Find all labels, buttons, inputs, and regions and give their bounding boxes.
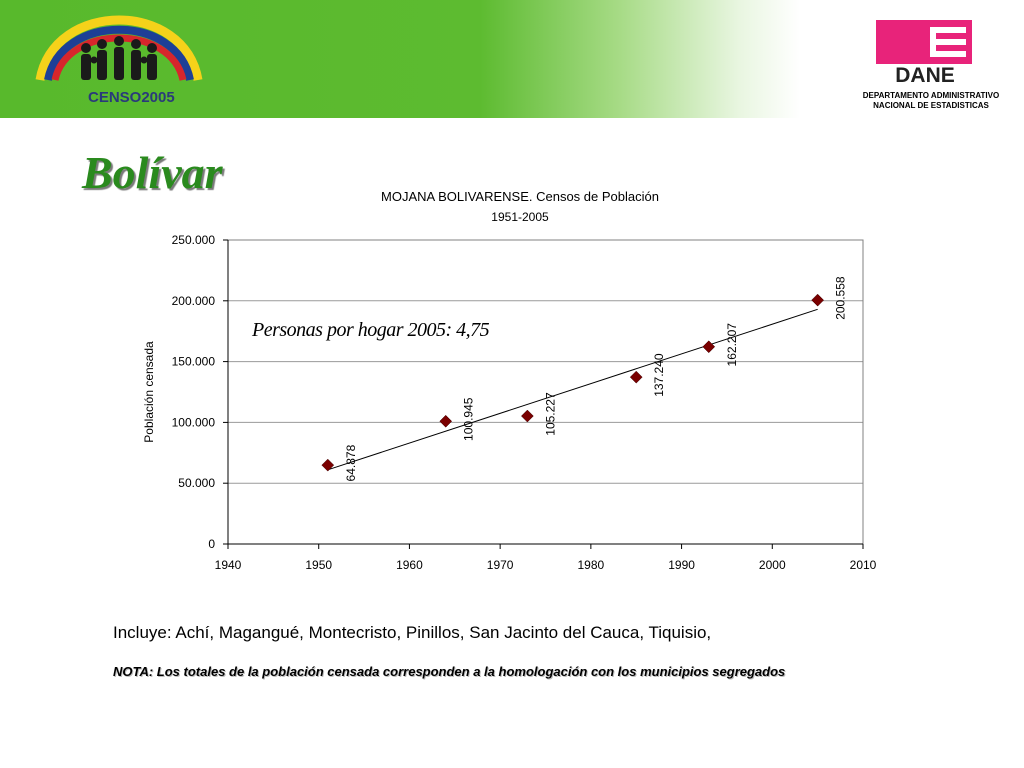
- x-tick-label: 1990: [668, 558, 695, 572]
- x-tick-label: 1960: [396, 558, 423, 572]
- data-point: [321, 458, 335, 472]
- dane-logo-text: DANE: [895, 64, 955, 86]
- chart-title: MOJANA BOLIVARENSE. Censos de Población: [381, 189, 659, 204]
- data-label: 137.240: [652, 353, 666, 397]
- y-tick-label: 0: [208, 537, 215, 551]
- y-tick-label: 100.000: [172, 415, 216, 429]
- dane-logo: DANE: [876, 20, 972, 86]
- chart-annotation: Personas por hogar 2005: 4,75: [251, 319, 490, 341]
- data-point: [439, 414, 453, 428]
- dane-caption: DEPARTAMENTO ADMINISTRATIVO NACIONAL DE …: [846, 91, 1016, 111]
- footnote-note: NOTA: Los totales de la población censad…: [113, 664, 786, 679]
- data-label: 100.945: [462, 397, 476, 441]
- data-point: [629, 370, 643, 384]
- data-point: [702, 340, 716, 354]
- y-axis-label: Población censada: [142, 341, 156, 443]
- chart-subtitle: 1951-2005: [491, 210, 549, 224]
- data-label: 64.878: [344, 444, 358, 481]
- data-point: [521, 409, 534, 423]
- x-tick-label: 1980: [578, 558, 605, 572]
- x-tick-label: 2000: [759, 558, 786, 572]
- y-tick-label: 50.000: [178, 476, 215, 490]
- dane-caption-line1: DEPARTAMENTO ADMINISTRATIVO: [862, 91, 1000, 100]
- x-tick-label: 1940: [215, 558, 242, 572]
- data-label: 105.227: [543, 392, 557, 436]
- x-tick-label: 2010: [850, 558, 877, 572]
- x-tick-label: 1970: [487, 558, 514, 572]
- y-tick-label: 200.000: [172, 294, 216, 308]
- censo-logo-text: CENSO2005: [88, 89, 175, 106]
- dane-caption-line2: NACIONAL DE ESTADISTICAS: [873, 101, 989, 110]
- page-title: Bolívar: [82, 147, 223, 198]
- footnote-includes: Incluye: Achí, Magangué, Montecristo, Pi…: [113, 623, 712, 642]
- y-tick-label: 150.000: [172, 355, 216, 369]
- x-tick-label: 1950: [305, 558, 332, 572]
- y-tick-label: 250.000: [172, 233, 216, 247]
- data-label: 200.558: [834, 276, 848, 320]
- plot-area: [227, 239, 864, 545]
- data-point: [811, 293, 824, 307]
- censo-logo: [35, 15, 203, 81]
- data-label: 162.207: [725, 323, 739, 367]
- trendline: [327, 308, 818, 471]
